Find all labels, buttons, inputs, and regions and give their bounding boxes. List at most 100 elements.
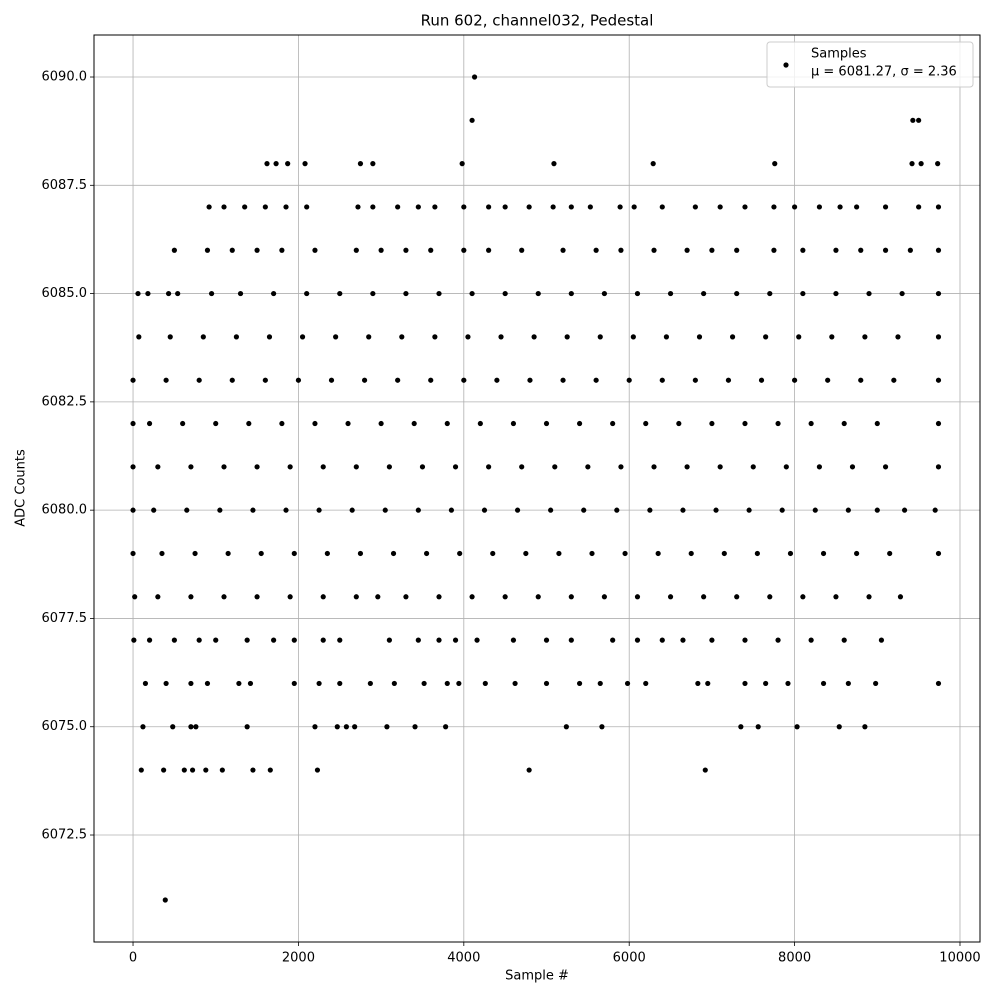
legend-box (766, 41, 974, 88)
point (264, 161, 270, 167)
x-tick-label: 10000 (939, 951, 980, 966)
point (456, 680, 462, 687)
point (221, 204, 227, 210)
point (651, 247, 657, 253)
point (916, 204, 922, 210)
point (858, 247, 864, 253)
point (188, 680, 194, 687)
point (502, 204, 508, 210)
point (785, 680, 791, 687)
point (771, 204, 777, 210)
point (887, 550, 893, 557)
point (935, 290, 942, 297)
point (486, 247, 492, 253)
point (370, 161, 376, 167)
point (729, 334, 736, 340)
point (935, 420, 942, 427)
point (421, 680, 427, 687)
point (391, 680, 397, 687)
point (791, 377, 798, 383)
point (734, 247, 740, 253)
point (324, 550, 330, 557)
point (448, 507, 455, 513)
point (494, 377, 500, 383)
point (403, 290, 409, 297)
point (510, 420, 517, 427)
point (742, 637, 748, 643)
point (709, 637, 715, 643)
point (667, 290, 674, 297)
y-tick-label: 6085.0 (42, 286, 88, 301)
point (193, 724, 199, 730)
point (244, 637, 250, 643)
point (196, 377, 202, 383)
legend-text: μ = 6081.27, σ = 2.36 (811, 65, 957, 80)
point (384, 724, 390, 730)
point (725, 377, 732, 383)
point (181, 767, 187, 773)
point (878, 637, 885, 643)
point (271, 290, 277, 297)
point (808, 637, 814, 643)
point (738, 724, 744, 730)
point (783, 464, 789, 470)
point (471, 74, 478, 80)
point (593, 247, 599, 253)
point (162, 897, 168, 903)
point (415, 637, 421, 643)
point (131, 637, 137, 643)
point (171, 247, 177, 253)
point (206, 204, 212, 210)
point (932, 507, 938, 513)
point (262, 204, 268, 210)
point (622, 550, 628, 557)
point (510, 637, 517, 643)
point (849, 464, 856, 470)
point (526, 204, 532, 210)
point (353, 464, 359, 470)
point (188, 464, 194, 470)
point (132, 594, 138, 600)
point (713, 507, 719, 513)
point (702, 767, 708, 773)
point (457, 550, 463, 557)
point (461, 377, 467, 383)
point (535, 594, 541, 600)
point (548, 507, 554, 513)
point (862, 724, 868, 730)
point (630, 334, 636, 340)
point (589, 550, 595, 557)
point (909, 161, 915, 167)
point (213, 420, 219, 427)
x-tick-label: 6000 (613, 951, 646, 966)
point (754, 550, 760, 557)
point (163, 680, 169, 687)
point (800, 247, 806, 253)
point (763, 680, 769, 687)
point (692, 377, 698, 383)
point (610, 420, 616, 427)
point (502, 290, 508, 297)
point (146, 637, 153, 643)
point (866, 290, 872, 297)
point (502, 594, 508, 600)
point (355, 204, 361, 210)
point (444, 420, 450, 427)
point (854, 550, 860, 557)
point (779, 507, 785, 513)
point (461, 204, 467, 210)
y-tick-label: 6072.5 (42, 828, 88, 843)
point (568, 594, 574, 600)
point (531, 334, 537, 340)
point (833, 290, 839, 297)
point (320, 464, 326, 470)
point (254, 247, 260, 253)
point (560, 247, 566, 253)
point (395, 377, 401, 383)
point (935, 161, 941, 167)
point (882, 204, 889, 210)
point (221, 594, 227, 600)
point (935, 204, 942, 210)
point (634, 594, 641, 600)
point (498, 334, 504, 340)
